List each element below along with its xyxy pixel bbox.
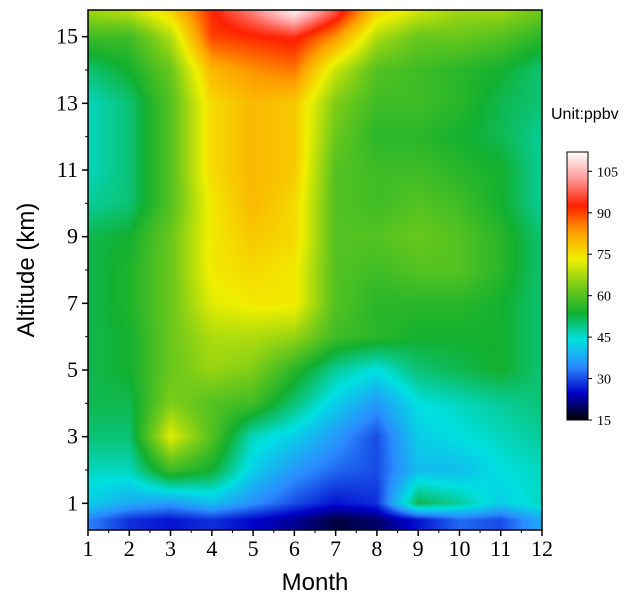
colorbar-tick-label: 15 [597,414,611,429]
x-tick-label: 8 [371,536,382,561]
x-tick-label: 1 [83,536,94,561]
y-tick-label: 7 [67,290,78,315]
x-tick-label: 12 [531,536,553,561]
x-tick-label: 5 [248,536,259,561]
x-tick-label: 4 [206,536,217,561]
y-tick-label: 9 [67,224,78,249]
y-tick-label: 11 [57,157,78,182]
x-axis: 1 2 3 4 5 6 7 8 9 10 11 12 [83,530,553,561]
colorbar-tick-label: 30 [597,373,611,388]
x-tick-label: 7 [330,536,341,561]
colorbar-tick-label: 75 [597,248,611,263]
y-axis-title: Altitude (km) [13,203,40,338]
y-tick-label: 1 [67,490,78,515]
heatmap-image [88,10,542,530]
plot-area [88,10,542,530]
x-tick-label: 11 [490,536,511,561]
colorbar-unit-label: Unit:ppbv [551,106,619,123]
x-tick-label: 10 [448,536,470,561]
colorbar-tick-label: 45 [597,331,611,346]
y-tick-label: 3 [67,424,78,449]
x-tick-label: 9 [413,536,424,561]
x-tick-label: 6 [289,536,300,561]
colorbar-gradient [566,151,589,421]
colorbar-tick-label: 90 [597,207,611,222]
y-tick-label: 5 [67,357,78,382]
x-axis-title: Month [282,569,349,596]
colorbar-tick-label: 60 [597,290,611,305]
x-tick-label: 3 [165,536,176,561]
y-tick-label: 13 [56,90,78,115]
y-tick-label: 15 [56,24,78,49]
x-tick-label: 2 [124,536,135,561]
colorbar-tick-label: 105 [597,165,618,180]
colorbar: 15 30 45 60 75 90 105 [566,151,618,429]
